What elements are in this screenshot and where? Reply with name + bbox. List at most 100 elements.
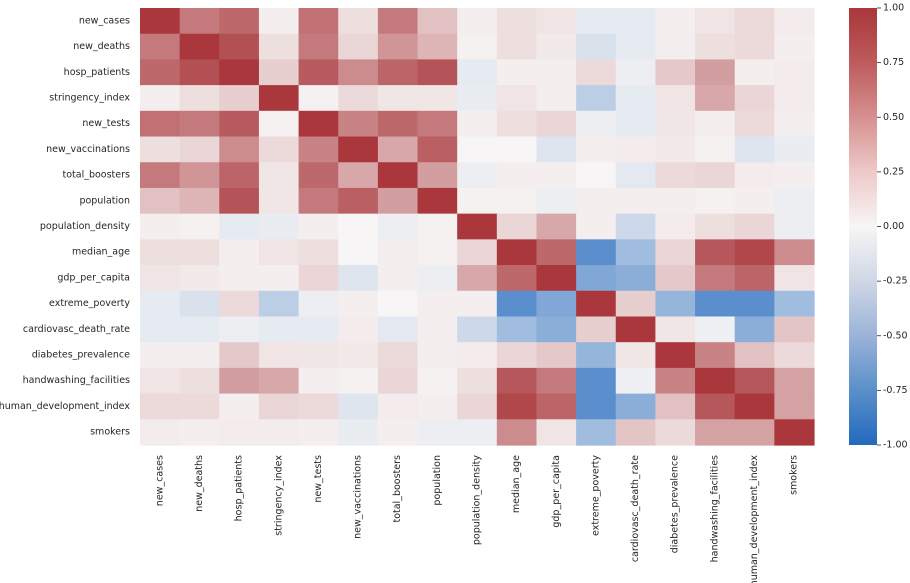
heatmap-cell-stringency_index-gdp_per_capita — [536, 85, 577, 112]
heatmap-cell-new_deaths-new_cases — [140, 33, 181, 61]
heatmap-cell-diabetes_prevalence-population_density — [457, 342, 498, 369]
heatmap-cell-population-population_density — [457, 187, 498, 215]
heatmap-cell-new_tests-human_development_index — [734, 110, 775, 138]
heatmap-cell-diabetes_prevalence-diabetes_prevalence — [655, 342, 696, 369]
heatmap-cell-hosp_patients-diabetes_prevalence — [655, 59, 696, 86]
heatmap-cell-population-new_vaccinations — [338, 187, 379, 215]
heatmap-cell-median_age-new_tests — [298, 239, 339, 266]
heatmap-cell-new_cases-median_age — [496, 8, 538, 35]
heatmap-cell-smokers-hosp_patients — [219, 419, 260, 446]
heatmap-cell-handwashing_facilities-handwashing_facilities — [695, 367, 736, 395]
heatmap-cell-new_deaths-population_density — [457, 33, 498, 61]
heatmap-cell-population-human_development_index — [734, 187, 775, 215]
heatmap-cell-new_tests-total_boosters — [377, 110, 419, 138]
heatmap-cell-population-population — [417, 187, 458, 215]
heatmap-cell-new_deaths-new_deaths — [179, 33, 220, 61]
heatmap-cell-new_vaccinations-stringency_index — [258, 136, 300, 163]
heatmap-cell-diabetes_prevalence-new_deaths — [179, 342, 220, 369]
heatmap-cell-gdp_per_capita-new_deaths — [179, 265, 220, 292]
heatmap-cell-cardiovasc_death_rate-new_cases — [140, 316, 181, 343]
heatmap-cell-hosp_patients-new_vaccinations — [338, 59, 379, 86]
heatmap-cell-population-new_cases — [140, 187, 181, 215]
heatmap-cell-new_tests-smokers — [774, 110, 815, 138]
heatmap-cell-population_density-new_vaccinations — [338, 213, 379, 240]
heatmap-cell-new_deaths-handwashing_facilities — [695, 33, 736, 61]
heatmap-cell-extreme_poverty-total_boosters — [377, 290, 419, 318]
heatmap-cell-new_vaccinations-new_tests — [298, 136, 339, 163]
heatmap-cell-gdp_per_capita-extreme_poverty — [576, 265, 617, 292]
heatmap-cell-diabetes_prevalence-human_development_index — [734, 342, 775, 369]
heatmap-cell-new_deaths-human_development_index — [734, 33, 775, 61]
heatmap-cell-new_tests-median_age — [496, 110, 538, 138]
y-tick-label-new_deaths: new_deaths — [73, 41, 130, 52]
y-tick-label-gdp_per_capita: gdp_per_capita — [57, 272, 130, 283]
heatmap-cell-stringency_index-new_vaccinations — [338, 85, 379, 112]
heatmap-cell-population_density-median_age — [496, 213, 538, 240]
heatmap-cell-handwashing_facilities-extreme_poverty — [576, 367, 617, 395]
heatmap-cell-cardiovasc_death_rate-gdp_per_capita — [536, 316, 577, 343]
heatmap-cell-population_density-total_boosters — [377, 213, 419, 240]
x-tick-label-new_deaths: new_deaths — [194, 455, 205, 512]
heatmap-cell-median_age-handwashing_facilities — [695, 239, 736, 266]
x-tick-label-handwashing_facilities: handwashing_facilities — [709, 455, 720, 562]
x-tick-label-new_cases: new_cases — [154, 455, 165, 506]
heatmap-cell-population-extreme_poverty — [576, 187, 617, 215]
heatmap-cell-new_vaccinations-new_cases — [140, 136, 181, 163]
heatmap-cell-handwashing_facilities-diabetes_prevalence — [655, 367, 696, 395]
heatmap-cell-diabetes_prevalence-median_age — [496, 342, 538, 369]
heatmap-cell-population-gdp_per_capita — [536, 187, 577, 215]
heatmap-cell-population-new_deaths — [179, 187, 220, 215]
heatmap-cell-human_development_index-population — [417, 393, 458, 420]
heatmap-cell-hosp_patients-new_tests — [298, 59, 339, 86]
colorbar-tick-label: 0.00 — [883, 221, 904, 232]
heatmap-cell-median_age-gdp_per_capita — [536, 239, 577, 266]
colorbar-gradient — [849, 8, 877, 445]
heatmap-cell-median_age-diabetes_prevalence — [655, 239, 696, 266]
heatmap-cell-stringency_index-handwashing_facilities — [695, 85, 736, 112]
heatmap-cell-diabetes_prevalence-extreme_poverty — [576, 342, 617, 369]
heatmap-cell-population_density-extreme_poverty — [576, 213, 617, 240]
x-tick-label-hosp_patients: hosp_patients — [234, 455, 245, 521]
heatmap-cell-extreme_poverty-extreme_poverty — [576, 290, 617, 318]
heatmap-cell-smokers-smokers — [774, 419, 815, 446]
heatmap-cell-handwashing_facilities-new_tests — [298, 367, 339, 395]
heatmap-cell-new_deaths-median_age — [496, 33, 538, 61]
heatmap-cell-gdp_per_capita-handwashing_facilities — [695, 265, 736, 292]
heatmap-cell-new_cases-human_development_index — [734, 8, 775, 35]
heatmap-cell-stringency_index-new_cases — [140, 85, 181, 112]
heatmap-cell-new_cases-hosp_patients — [219, 8, 260, 35]
heatmap-cell-population_density-hosp_patients — [219, 213, 260, 240]
heatmap-cell-stringency_index-median_age — [496, 85, 538, 112]
heatmap-cell-new_tests-diabetes_prevalence — [655, 110, 696, 138]
heatmap-cell-hosp_patients-median_age — [496, 59, 538, 86]
heatmap-cell-new_deaths-population — [417, 33, 458, 61]
heatmap-cell-new_vaccinations-gdp_per_capita — [536, 136, 577, 163]
y-tick-label-new_tests: new_tests — [82, 118, 130, 129]
heatmap-cell-handwashing_facilities-median_age — [496, 367, 538, 395]
colorbar-tick-label: -0.25 — [883, 276, 908, 287]
heatmap-cell-hosp_patients-population — [417, 59, 458, 86]
x-tick-label-gdp_per_capita: gdp_per_capita — [551, 455, 562, 528]
heatmap-cell-population_density-human_development_index — [734, 213, 775, 240]
heatmap-cell-extreme_poverty-gdp_per_capita — [536, 290, 577, 318]
heatmap-cell-cardiovasc_death_rate-stringency_index — [258, 316, 300, 343]
heatmap-cell-cardiovasc_death_rate-median_age — [496, 316, 538, 343]
heatmap-cell-hosp_patients-smokers — [774, 59, 815, 86]
heatmap-cell-smokers-new_tests — [298, 419, 339, 446]
colorbar-tick-label: -0.50 — [883, 330, 908, 341]
heatmap-cell-new_vaccinations-total_boosters — [377, 136, 419, 163]
heatmap-cell-gdp_per_capita-new_cases — [140, 265, 181, 292]
heatmap-cell-new_vaccinations-smokers — [774, 136, 815, 163]
heatmap-cell-new_vaccinations-new_deaths — [179, 136, 220, 163]
y-tick-label-population: population — [79, 195, 130, 206]
x-tick-label-new_tests: new_tests — [313, 455, 324, 503]
colorbar-tick-labels: 1.00 0.75 0.50 0.25 0.00 -0.25 -0.50 -0.75 -1.00 — [877, 3, 908, 451]
heatmap-cell-diabetes_prevalence-new_cases — [140, 342, 181, 369]
heatmap-cell-handwashing_facilities-hosp_patients — [219, 367, 260, 395]
heatmap-cell-total_boosters-gdp_per_capita — [536, 162, 577, 189]
heatmap-cell-population_density-cardiovasc_death_rate — [615, 213, 657, 240]
heatmap-cell-handwashing_facilities-population — [417, 367, 458, 395]
y-tick-label-human_development_index: human_development_index — [0, 401, 130, 412]
heatmap-cell-population-handwashing_facilities — [695, 187, 736, 215]
heatmap-cell-new_tests-extreme_poverty — [576, 110, 617, 138]
